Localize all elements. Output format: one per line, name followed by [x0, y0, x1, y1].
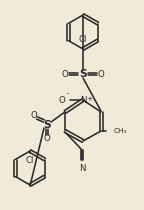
Text: Cl: Cl — [79, 35, 87, 44]
Text: S: S — [79, 69, 87, 79]
Text: O: O — [44, 134, 50, 143]
Text: O: O — [58, 96, 65, 105]
Text: O: O — [62, 70, 68, 79]
Text: O: O — [31, 110, 37, 119]
Text: N: N — [80, 96, 86, 105]
Text: CH₃: CH₃ — [114, 128, 127, 134]
Text: S: S — [43, 120, 51, 130]
Text: Cl: Cl — [26, 156, 34, 165]
Text: O: O — [98, 70, 104, 79]
Text: +: + — [86, 96, 92, 102]
Text: -: - — [67, 90, 70, 96]
Text: N: N — [79, 164, 85, 173]
